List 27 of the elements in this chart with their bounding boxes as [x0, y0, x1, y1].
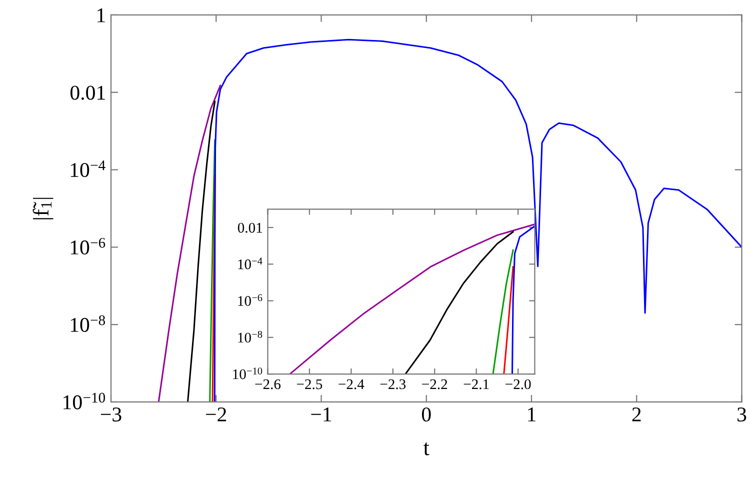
y-tick-label: 0.01 [238, 222, 262, 233]
y-tick-label: 0.01 [70, 86, 105, 100]
x-tick-label: −2.0 [506, 379, 531, 390]
x-tick-label: 3 [738, 408, 746, 422]
y-tick-label: 10$^{−4}$ [70, 160, 106, 178]
x-tick-label: −2.4 [338, 379, 364, 390]
y-tick-label: 10$^{−8}$ [70, 315, 106, 332]
x-tick-label: −2.3 [380, 379, 406, 390]
y-tick-label: 10$^{−6}$ [70, 238, 106, 254]
x-tick-label: −3 [100, 408, 122, 422]
y-tick-label: 10$^{−4}$ [238, 258, 262, 270]
x-tick-label: −2.2 [422, 379, 448, 390]
y-tick-label: 10$^{−10}$ [233, 368, 262, 380]
x-tick-label: −2.6 [255, 379, 281, 390]
y-tick-label: 10$^{−6}$ [238, 294, 262, 306]
x-tick-label: −1 [311, 408, 332, 422]
x-tick-label: −2 [206, 408, 226, 422]
x-tick-label: 0 [422, 407, 431, 422]
x-tick-label: 2 [632, 408, 641, 422]
x-tick-label: −2.1 [464, 379, 489, 390]
x-axis-title: t [424, 442, 430, 456]
y-tick-label: 10$^{−8}$ [238, 330, 262, 343]
y-tick-label: 1 [98, 8, 105, 22]
x-tick-label: −2.5 [296, 379, 322, 390]
x-tick-label: 1 [528, 408, 536, 422]
y-axis-title: |f̃$_{1}$| [32, 198, 54, 220]
y-tick-label: 10$^{−10}$ [64, 392, 106, 410]
